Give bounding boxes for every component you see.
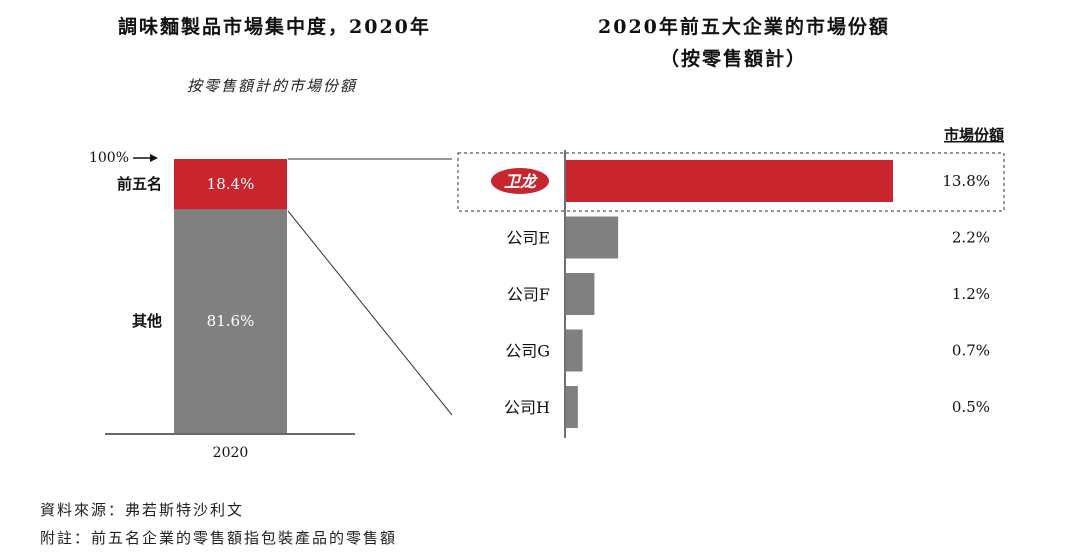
category-label: 公司H xyxy=(504,398,550,417)
segment-value-label: 81.6% xyxy=(207,312,255,330)
marker-arrow-head xyxy=(150,154,158,162)
bar-value-label: 13.8% xyxy=(942,172,990,190)
bar-value-label: 1.2% xyxy=(952,285,990,303)
category-label: 公司E xyxy=(506,229,550,248)
left-chart-subtitle: 按零售額計的市場份額 xyxy=(187,77,358,95)
x-tick-label: 2020 xyxy=(213,445,249,461)
bar-value-label: 0.7% xyxy=(952,342,990,360)
segment-name-label: 其他 xyxy=(132,312,162,330)
stacked-bar-chart: 18.4% 前五名 81.6% 其他 2020 100% xyxy=(89,150,355,461)
company-logo-text: 卫龙 xyxy=(504,172,538,191)
segment-value-label: 18.4% xyxy=(207,175,255,193)
stacked-segment-1 xyxy=(174,159,287,210)
bar-3 xyxy=(566,273,595,315)
top-marker-label: 100% xyxy=(89,150,129,166)
bar-value-label: 0.5% xyxy=(952,398,990,416)
company-logo-badge xyxy=(491,168,549,194)
stacked-segment-2 xyxy=(174,209,287,433)
footnote: 附註：前五名企業的零售額指包裝產品的零售額 xyxy=(40,529,398,547)
category-label: 公司F xyxy=(507,285,550,304)
bar-2 xyxy=(566,216,619,259)
bar-value-label: 2.2% xyxy=(952,229,990,247)
right-chart-title: 2020年前五大企業的市場份額 xyxy=(598,16,890,38)
right-chart-subtitle: （按零售額計） xyxy=(660,48,808,70)
market-share-column-header: 市場份額 xyxy=(944,126,1004,144)
bar-1 xyxy=(566,160,893,202)
horizontal-bar-chart: 市場份額 13.8% 卫龙 2.2% 公司E 1.2% 公司F 0.7% 公司G 0.5% 公司H xyxy=(457,126,1005,438)
connector-line-bottom xyxy=(287,210,453,416)
connector-lines xyxy=(287,158,453,416)
bar-5 xyxy=(566,386,578,428)
left-chart-title: 調味麵製品市場集中度，2020年 xyxy=(118,16,431,38)
source-note: 資料來源：弗若斯特沙利文 xyxy=(40,501,245,519)
bar-4 xyxy=(566,329,583,372)
category-label: 公司G xyxy=(505,342,550,361)
highlight-dashed-box xyxy=(457,152,1005,212)
segment-name-label: 前五名 xyxy=(117,175,162,193)
